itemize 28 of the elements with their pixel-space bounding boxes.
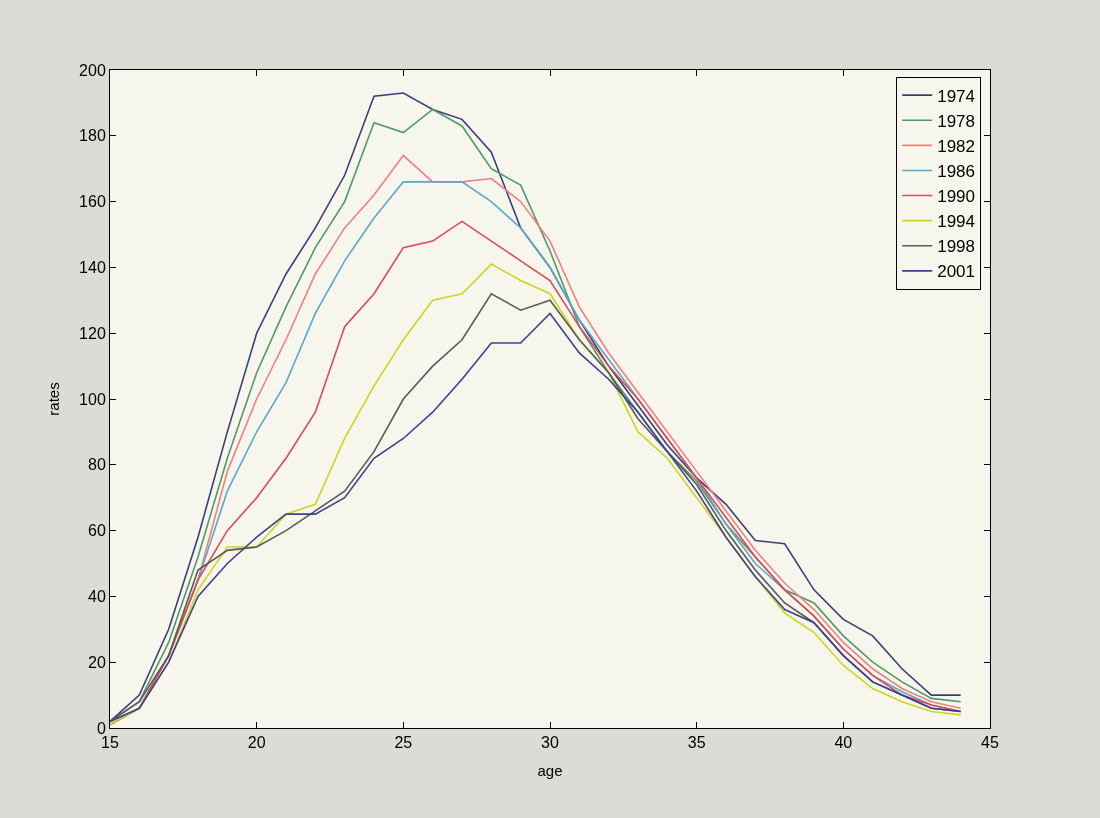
legend-label: 1978 <box>937 111 976 131</box>
y-tick-label: 160 <box>79 193 106 211</box>
x-tick-label: 35 <box>687 734 706 752</box>
legend-label: 1986 <box>937 162 976 182</box>
y-axis-title: rates <box>45 382 63 416</box>
x-tick-label: 15 <box>101 734 119 752</box>
legend-label: 1974 <box>937 86 976 106</box>
legend-label: 2001 <box>937 262 976 282</box>
y-tick-label: 40 <box>88 588 106 605</box>
y-tick-label: 0 <box>96 719 106 737</box>
y-tick-label: 180 <box>79 127 106 145</box>
legend-label: 1990 <box>937 187 976 207</box>
legend-label: 1982 <box>937 136 976 156</box>
x-axis-title: age <box>537 762 563 780</box>
y-tick-label: 120 <box>79 324 106 342</box>
legend-label: 1994 <box>937 212 976 232</box>
x-tick-label: 40 <box>834 734 853 752</box>
y-tick-label: 200 <box>79 61 106 79</box>
y-tick-label: 20 <box>88 653 106 671</box>
x-tick-label: 25 <box>394 734 413 752</box>
y-tick-label: 80 <box>88 456 106 474</box>
x-tick-label: 20 <box>247 734 266 752</box>
x-tick-label: 45 <box>981 734 999 752</box>
legend-label: 1998 <box>937 237 976 257</box>
y-tick-label: 140 <box>79 259 106 276</box>
y-tick-label: 60 <box>88 522 106 540</box>
y-tick-label: 100 <box>79 390 106 408</box>
x-tick-label: 30 <box>541 734 559 752</box>
